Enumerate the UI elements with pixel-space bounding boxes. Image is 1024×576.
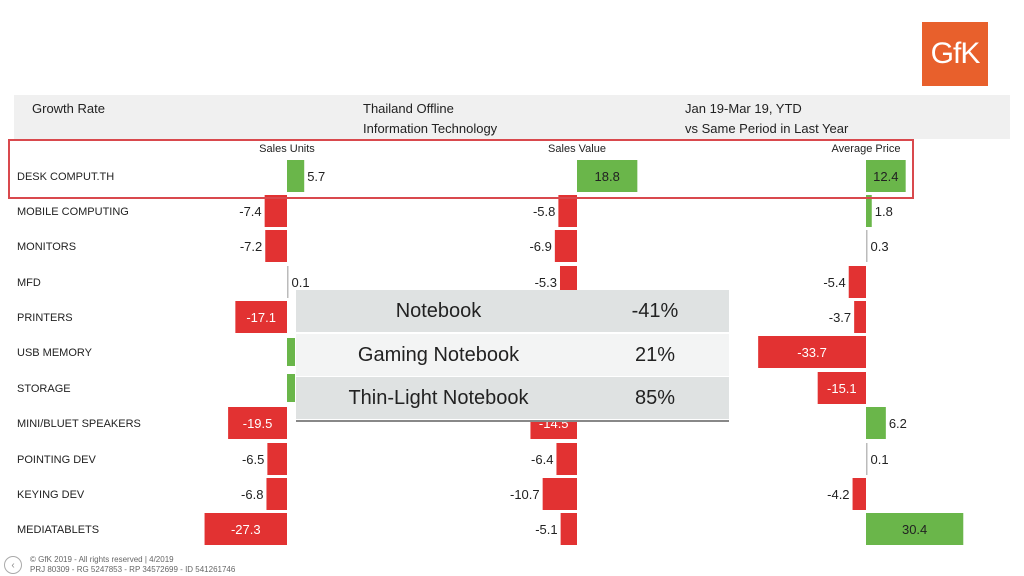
data-label: 0.3 (871, 239, 889, 254)
bar (866, 195, 872, 227)
header-period-line1: Jan 19-Mar 19, YTD (685, 101, 802, 116)
category-label: MOBILE COMPUTING (17, 206, 129, 218)
bar (287, 266, 289, 298)
highlight-box (8, 139, 914, 199)
data-label: -33.7 (797, 345, 827, 360)
series-title: Average Price (832, 143, 901, 155)
overlay-row: Gaming Notebook 21% (296, 334, 729, 376)
footer-copyright: © GfK 2019 - All rights reserved | 4/201… (30, 555, 174, 564)
footer-ids: PRJ 80309 - RG 5247853 - RP 34572699 - I… (30, 565, 236, 574)
category-label: MINI/BLUET SPEAKERS (17, 418, 141, 430)
category-label: STORAGE (17, 383, 71, 395)
data-label: 12.4 (873, 169, 898, 184)
data-label: -17.1 (246, 310, 276, 325)
header-growth-rate: Growth Rate (32, 101, 105, 116)
data-label: -4.2 (827, 487, 849, 502)
bar (577, 160, 638, 192)
data-label: 5.7 (307, 169, 325, 184)
series-title: Sales Units (259, 143, 315, 155)
series-title: Sales Value (548, 143, 606, 155)
overlay-row-name: Gaming Notebook (357, 344, 520, 366)
data-label: 0.1 (292, 275, 310, 290)
data-label: -6.8 (241, 487, 263, 502)
bar (558, 195, 577, 227)
data-label: -3.7 (829, 310, 851, 325)
data-label: -5.4 (823, 275, 845, 290)
category-label: PRINTERS (17, 312, 73, 324)
data-label: 1.8 (875, 204, 893, 219)
bar (287, 374, 295, 402)
header-market-line1: Thailand Offline (363, 101, 454, 116)
header-period-line2: vs Same Period in Last Year (685, 121, 849, 136)
category-label: USB MEMORY (17, 347, 93, 359)
bar (235, 301, 287, 333)
footer: © GfK 2019 - All rights reserved | 4/201… (30, 555, 235, 575)
data-label: 18.8 (595, 169, 620, 184)
category-label: POINTING DEV (17, 454, 97, 466)
category-label: MFD (17, 277, 41, 289)
bar (866, 513, 964, 545)
bar (817, 372, 866, 404)
bar (267, 443, 287, 475)
data-label: -6.5 (242, 452, 264, 467)
overlay-row-pct: -41% (631, 300, 679, 322)
overlay-row: Thin-Light Notebook 85% (296, 377, 729, 419)
bar (266, 478, 287, 510)
data-label: -10.7 (510, 487, 540, 502)
bar (287, 160, 305, 192)
overlay-row-name: Notebook (395, 300, 482, 322)
data-label: -5.8 (533, 204, 555, 219)
bar (854, 301, 866, 333)
report-header: Growth Rate Thailand Offline Information… (14, 95, 1010, 139)
bar (204, 513, 287, 545)
bar (228, 407, 287, 439)
bar (264, 195, 287, 227)
nav-circle-icon[interactable]: ‹ (4, 556, 22, 574)
data-label: -19.5 (243, 416, 273, 431)
bar (554, 230, 577, 262)
gfk-logo: GfK (922, 22, 988, 86)
bar (866, 443, 868, 475)
bar (287, 338, 295, 366)
notebook-overlay-table: Notebook -41% Gaming Notebook 21% Thin-L… (296, 290, 729, 422)
bar (542, 478, 577, 510)
data-label: -27.3 (231, 522, 261, 537)
data-label: -5.3 (535, 275, 557, 290)
data-label: -7.4 (239, 204, 261, 219)
bar (556, 443, 577, 475)
data-label: -7.2 (240, 239, 262, 254)
overlay-row-name: Thin-Light Notebook (348, 387, 529, 409)
data-label: -6.9 (529, 239, 551, 254)
bar (265, 230, 287, 262)
category-label: KEYING DEV (17, 489, 85, 501)
category-label: MEDIATABLETS (17, 524, 99, 536)
data-label: 6.2 (889, 416, 907, 431)
data-label: 0.1 (871, 452, 889, 467)
category-label: DESK COMPUT.TH (17, 171, 114, 183)
data-label: -15.1 (827, 381, 857, 396)
bar (852, 478, 866, 510)
overlay-row-pct: 21% (634, 344, 676, 366)
bar (848, 266, 866, 298)
overlay-row: Notebook -41% (296, 290, 729, 332)
data-label: 30.4 (902, 522, 927, 537)
bar (758, 336, 866, 368)
bar (866, 160, 906, 192)
bar (866, 407, 886, 439)
category-label: MONITORS (17, 241, 76, 253)
data-label: -6.4 (531, 452, 553, 467)
header-market-line2: Information Technology (363, 121, 498, 136)
data-label: -5.1 (535, 522, 557, 537)
overlay-row-pct: 85% (634, 387, 676, 409)
bar (866, 230, 868, 262)
bar (560, 513, 577, 545)
